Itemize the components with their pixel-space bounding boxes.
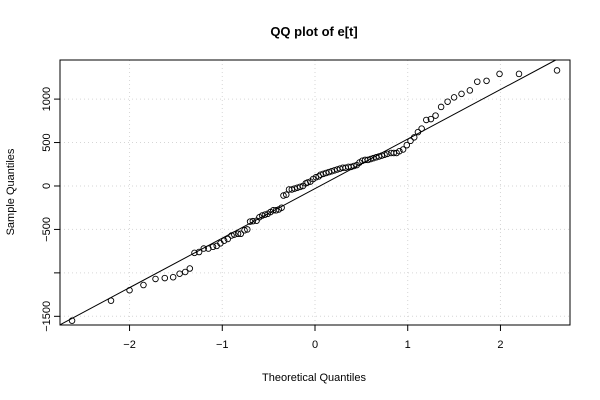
data-point <box>474 78 481 85</box>
data-point <box>407 137 414 145</box>
data-point <box>181 268 189 276</box>
y-axis: −1500 −500 0 500 1000 <box>41 87 60 332</box>
data-point <box>291 185 298 192</box>
data-point <box>364 156 372 164</box>
data-point <box>331 167 338 174</box>
data-point <box>68 317 76 324</box>
data-point <box>320 170 327 178</box>
data-point <box>234 230 242 238</box>
data-point <box>410 134 418 141</box>
data-point <box>372 154 380 161</box>
data-point <box>450 94 458 101</box>
chart-title: QQ plot of e[t] <box>270 24 357 39</box>
data-point <box>261 211 269 218</box>
data-point <box>437 103 445 111</box>
data-point <box>553 67 561 74</box>
x-axis: −2 −1 0 1 2 <box>123 325 504 351</box>
data-point <box>375 153 383 160</box>
y-axis-label: Sample Quantiles <box>5 148 17 235</box>
data-point <box>466 87 474 94</box>
data-point <box>418 125 425 132</box>
data-point <box>390 149 398 157</box>
data-point <box>304 179 311 186</box>
data-point <box>396 147 403 155</box>
plot-frame <box>59 59 571 326</box>
data-point <box>483 77 490 85</box>
data-point <box>427 115 435 123</box>
data-point <box>515 70 523 78</box>
y-tick-label: 1000 <box>41 87 53 111</box>
data-point <box>414 128 422 136</box>
data-point <box>249 217 257 225</box>
data-point <box>241 227 248 234</box>
data-point <box>176 270 183 277</box>
data-point <box>107 297 115 304</box>
y-tick-label: 0 <box>41 183 53 189</box>
data-point <box>432 112 439 119</box>
data-point <box>458 90 465 98</box>
data-point <box>152 275 159 283</box>
reference-line <box>59 59 557 326</box>
data-point <box>228 232 235 239</box>
data-point <box>169 273 177 281</box>
data-point <box>347 163 355 171</box>
data-point <box>224 235 232 243</box>
data-point <box>350 162 358 170</box>
data-point <box>325 168 333 176</box>
data-point <box>280 192 287 199</box>
data-point <box>237 230 245 238</box>
data-point <box>317 171 324 178</box>
data-point <box>296 183 304 191</box>
x-tick-label: −2 <box>123 339 136 351</box>
data-point <box>209 243 217 251</box>
data-point <box>370 154 377 162</box>
data-point <box>126 286 133 294</box>
data-point <box>423 116 430 124</box>
data-point <box>244 226 251 233</box>
data-point <box>384 150 391 158</box>
data-point <box>231 231 238 238</box>
data-point <box>195 248 203 256</box>
data-point <box>288 186 296 193</box>
data-point <box>246 218 254 225</box>
data-point <box>367 155 374 163</box>
data-point <box>191 249 198 257</box>
data-point <box>200 245 207 252</box>
data-point <box>278 204 285 211</box>
data-point <box>381 151 388 158</box>
data-point <box>220 237 228 244</box>
data-point <box>186 265 194 272</box>
data-point <box>140 281 147 289</box>
data-point <box>161 274 169 282</box>
data-point <box>444 98 451 105</box>
y-tick-label: −500 <box>41 217 53 242</box>
data-point <box>294 184 301 191</box>
data-point <box>403 141 411 149</box>
data-point <box>399 146 407 153</box>
data-point <box>283 191 290 198</box>
data-point <box>258 212 266 219</box>
data-point <box>322 169 330 177</box>
x-tick-label: 1 <box>405 339 411 351</box>
data-point <box>272 207 280 214</box>
qq-line <box>59 59 557 326</box>
data-point <box>334 166 341 173</box>
data-point <box>496 70 503 78</box>
x-axis-label: Theoretical Quantiles <box>262 372 366 384</box>
data-point <box>378 152 386 159</box>
data-point <box>328 167 335 175</box>
x-tick-label: 0 <box>312 339 318 351</box>
x-tick-label: 2 <box>497 339 503 351</box>
x-tick-label: −1 <box>216 339 229 351</box>
y-tick-label: 500 <box>41 133 53 151</box>
grid <box>60 60 570 325</box>
y-tick-label: −1500 <box>41 301 53 332</box>
data-points <box>68 67 561 324</box>
